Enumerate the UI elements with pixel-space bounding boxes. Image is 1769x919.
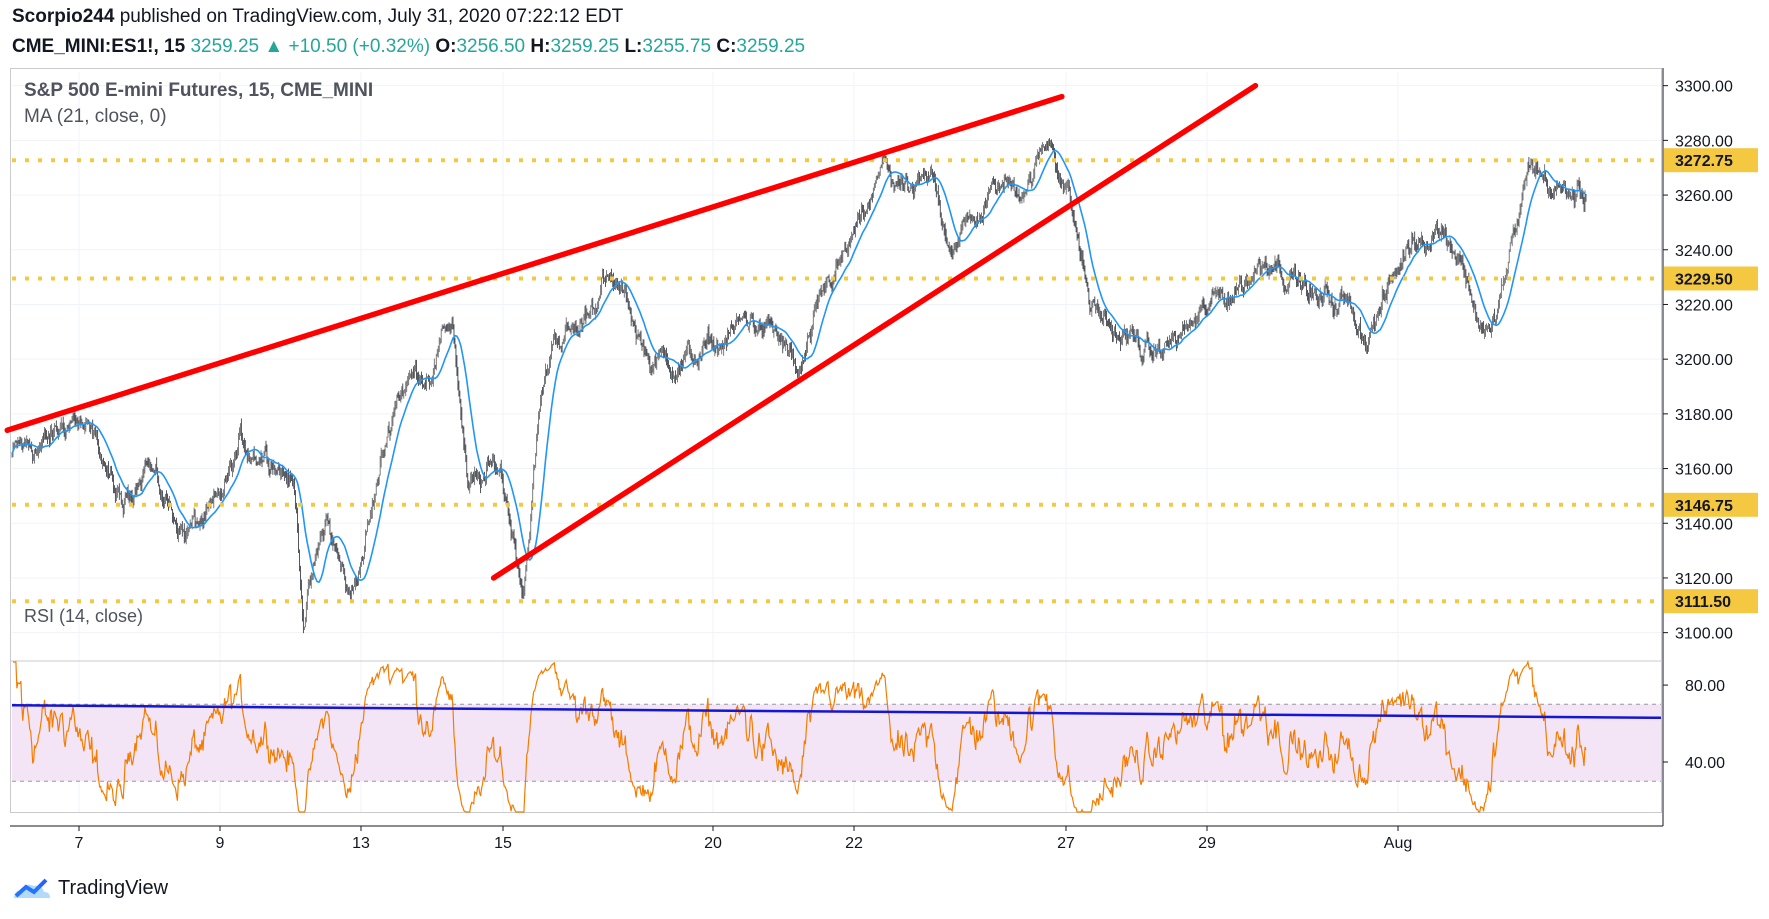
level-label: 3229.50 (1664, 266, 1758, 291)
ma-line (11, 149, 1586, 584)
level-label: 3146.75 (1664, 492, 1758, 517)
candles (11, 138, 1587, 634)
level-label: 3111.50 (1664, 589, 1758, 614)
author-name[interactable]: Scorpio244 (12, 6, 115, 27)
y-tick-label: 3200.00 (1675, 352, 1733, 369)
tradingview-logo[interactable]: TradingView (12, 876, 168, 900)
ma-legend: MA (21, close, 0) (24, 106, 167, 127)
x-tick-label: 22 (845, 835, 863, 852)
level-label-text: 3146.75 (1675, 498, 1733, 515)
x-tick-label: 13 (352, 835, 370, 852)
y-tick-label: 3240.00 (1675, 243, 1733, 260)
high-label: H: (530, 36, 551, 57)
last-price: 3259.25 (190, 36, 260, 57)
level-label-bg (1664, 266, 1758, 291)
publish-info: Scorpio244 published on TradingView.com,… (12, 6, 623, 28)
level-label-text: 3272.75 (1675, 153, 1733, 170)
y-tick-label: 3160.00 (1675, 462, 1733, 479)
cloud-logo-icon (14, 878, 50, 898)
level-label-bg (1664, 148, 1758, 173)
x-tick-label: Aug (1384, 835, 1412, 852)
y-tick-label: 3100.00 (1675, 626, 1733, 643)
y-tick-label: 3280.00 (1675, 133, 1733, 150)
level-label-text: 3229.50 (1675, 271, 1733, 288)
y-tick-label: 3140.00 (1675, 516, 1733, 533)
x-tick-label: 15 (494, 835, 512, 852)
y-tick-label: 3120.00 (1675, 571, 1733, 588)
rsi-legend: RSI (14, close) (24, 606, 143, 626)
rsi-tick-label: 80.00 (1685, 678, 1725, 695)
rsi-trendline (11, 704, 1662, 720)
level-label-bg (1664, 492, 1758, 517)
open-value: 3256.50 (456, 36, 526, 57)
chart-border (10, 68, 1662, 813)
symbol-label: CME_MINI:ES1!, 15 (12, 36, 186, 57)
ohlc-header: CME_MINI:ES1!, 15 3259.25 ▲ +10.50 (+0.3… (12, 36, 805, 58)
up-arrow-icon: ▲ (264, 36, 284, 57)
trendline (4, 93, 1065, 434)
x-tick-label: 9 (216, 835, 225, 852)
x-tick-label: 27 (1057, 835, 1075, 852)
x-tick-label: 7 (75, 835, 84, 852)
close-value: 3259.25 (736, 36, 806, 57)
publish-text: published on TradingView.com, July 31, 2… (119, 6, 624, 27)
x-tick-label: 20 (704, 835, 722, 852)
price-change: +10.50 (+0.32%) (288, 36, 431, 57)
level-label-bg (1664, 589, 1758, 614)
trendline (490, 82, 1259, 581)
low-label: L: (624, 36, 643, 57)
y-tick-label: 3220.00 (1675, 297, 1733, 314)
level-label: 3272.75 (1664, 148, 1758, 173)
y-tick-label: 3180.00 (1675, 407, 1733, 424)
open-label: O: (435, 36, 457, 57)
close-label: C: (716, 36, 737, 57)
rsi-tick-label: 40.00 (1685, 755, 1725, 772)
x-tick-label: 29 (1198, 835, 1216, 852)
high-value: 3259.25 (550, 36, 620, 57)
chart-title: S&P 500 E-mini Futures, 15, CME_MINI (24, 80, 373, 101)
y-tick-label: 3300.00 (1675, 79, 1733, 96)
low-value: 3255.75 (642, 36, 712, 57)
level-label-text: 3111.50 (1675, 594, 1731, 611)
y-tick-label: 3260.00 (1675, 188, 1733, 205)
brand-name: TradingView (58, 876, 169, 899)
rsi-line (13, 659, 1587, 813)
